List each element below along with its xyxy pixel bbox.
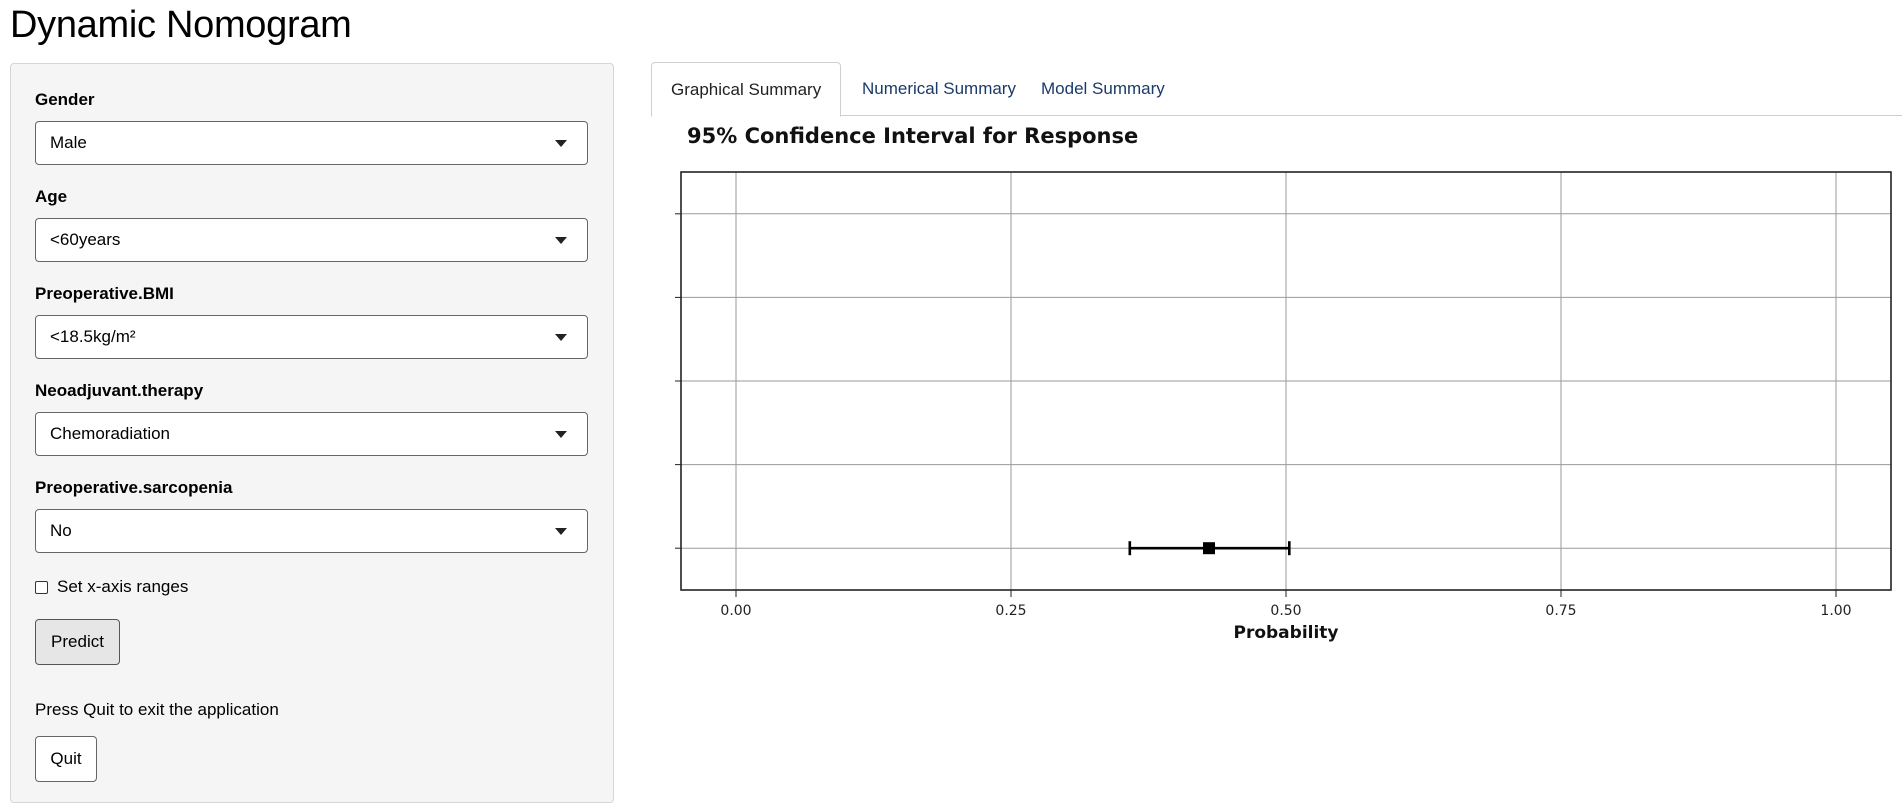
bmi-select[interactable]: <18.5kg/m²	[35, 315, 588, 359]
x-tick-label: 1.00	[1820, 603, 1851, 619]
sarcopenia-label: Preoperative.sarcopenia	[35, 478, 233, 497]
chevron-down-icon	[555, 528, 567, 535]
xaxis-range-toggle[interactable]: Set x-axis ranges	[35, 576, 188, 598]
neoadjuvant-select[interactable]: Chemoradiation	[35, 412, 588, 456]
predict-button[interactable]: Predict	[35, 619, 120, 665]
bmi-select-value: <18.5kg/m²	[50, 327, 136, 346]
chart-title: 95% Confidence Interval for Response	[687, 124, 1138, 148]
x-axis-ticks: 0.00 0.25 0.50 0.75 1.00	[675, 213, 1852, 619]
x-tick-label: 0.25	[995, 603, 1026, 619]
quit-button[interactable]: Quit	[35, 736, 97, 782]
gender-label: Gender	[35, 90, 95, 109]
xaxis-range-label: Set x-axis ranges	[57, 577, 189, 596]
chevron-down-icon	[555, 237, 567, 244]
x-axis-label: Probability	[1233, 623, 1338, 643]
x-tick-label: 0.75	[1545, 603, 1576, 619]
age-select[interactable]: <60years	[35, 218, 588, 262]
tab-model-summary[interactable]: Model Summary	[1041, 79, 1165, 98]
ci-series	[1128, 541, 1291, 556]
chart-grid	[681, 172, 1891, 590]
tab-graphical-summary[interactable]: Graphical Summary	[651, 62, 842, 117]
ci-chart: 95% Confidence Interval for Response 0.0…	[675, 124, 1892, 643]
quit-help-text: Press Quit to exit the application	[35, 700, 279, 719]
chevron-down-icon	[555, 431, 567, 438]
neoadjuvant-select-value: Chemoradiation	[50, 424, 171, 443]
tab-numerical-summary[interactable]: Numerical Summary	[862, 79, 1016, 98]
plot-frame	[680, 171, 1892, 591]
chevron-down-icon	[555, 334, 567, 341]
age-label: Age	[35, 187, 68, 206]
xaxis-range-checkbox[interactable]	[35, 580, 48, 594]
sarcopenia-select-value: No	[50, 521, 72, 540]
tab-bar: Graphical Summary Numerical Summary Mode…	[651, 62, 1902, 117]
sidebar-panel: Gender Male Age <60years Preoperative.BM…	[10, 63, 614, 803]
x-tick-label: 0.00	[720, 603, 751, 619]
sarcopenia-select[interactable]: No	[35, 509, 588, 553]
app-title: Dynamic Nomogram	[10, 4, 352, 46]
bmi-label: Preoperative.BMI	[35, 284, 174, 303]
gender-select[interactable]: Male	[35, 121, 588, 165]
age-select-value: <60years	[50, 230, 121, 249]
gender-select-value: Male	[50, 133, 87, 152]
chevron-down-icon	[555, 140, 567, 147]
x-tick-label: 0.50	[1270, 603, 1301, 619]
neoadjuvant-label: Neoadjuvant.therapy	[35, 381, 204, 400]
ci-point-estimate	[1203, 542, 1215, 555]
